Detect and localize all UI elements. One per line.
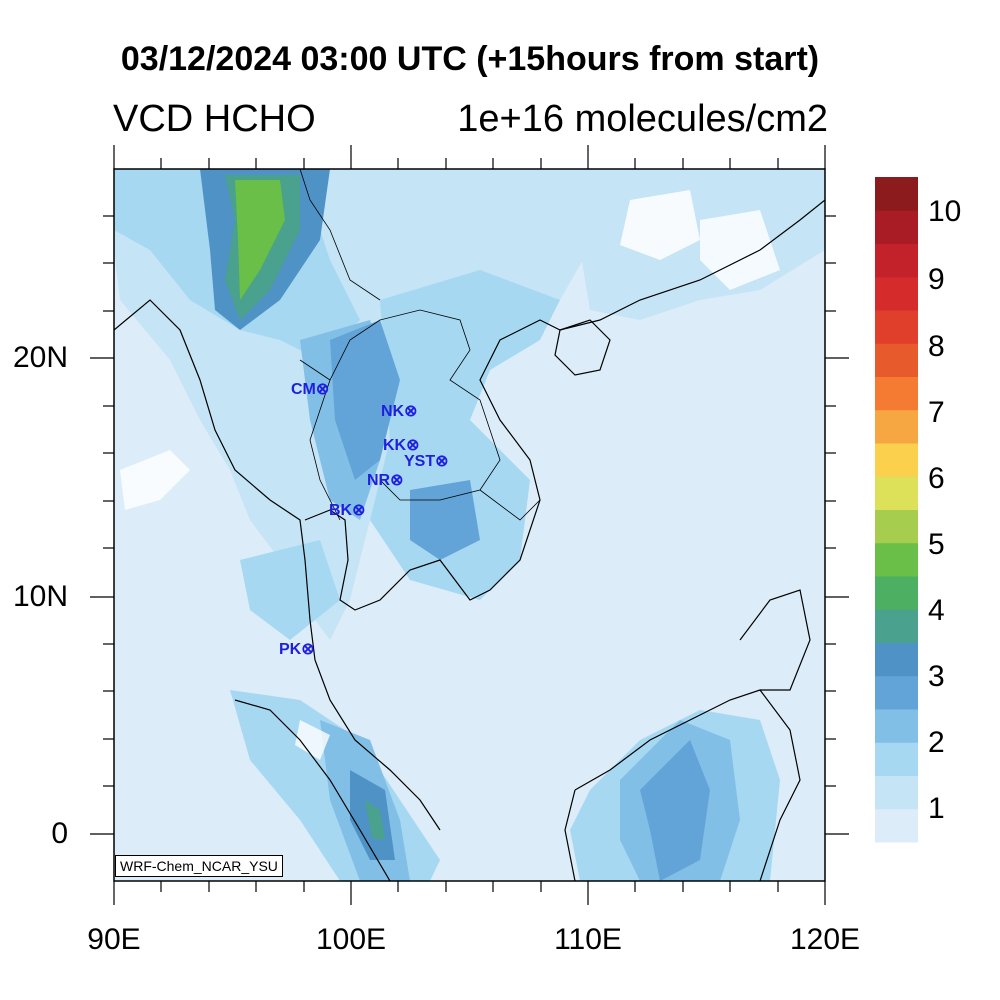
colorbar-label-8: 8 [928, 330, 945, 363]
colorbar-label-3: 3 [928, 660, 945, 693]
colorbar-swatch [875, 675, 918, 710]
colorbar-swatch [875, 509, 918, 544]
colorbar-label-7: 7 [928, 396, 945, 429]
station-nr-label: NR [367, 472, 391, 489]
station-marker-icon: ⊗ [390, 472, 404, 489]
colorbar-label-1: 1 [928, 792, 945, 825]
colorbar-swatch [875, 609, 918, 643]
map-title: 03/12/2024 03:00 UTC (+15hours from star… [120, 40, 820, 78]
colorbar-swatch [875, 210, 918, 244]
station-kk: KK⊗ [383, 435, 420, 455]
station-yst: YST⊗ [404, 451, 449, 471]
lon-label-110e: 110E [554, 923, 622, 956]
colorbar-swatch [875, 642, 918, 677]
station-marker-icon: ⊗ [406, 437, 420, 454]
colorbar-swatch [875, 276, 918, 311]
station-nr: NR⊗ [367, 470, 404, 490]
station-nk-label: NK [381, 403, 405, 420]
colorbar-swatch [875, 409, 918, 444]
lat-label-0: 0 [51, 817, 68, 850]
station-bk: BK⊗ [329, 500, 366, 520]
station-marker-icon: ⊗ [301, 641, 315, 658]
colorbar [875, 177, 918, 843]
station-pk: PK⊗ [279, 639, 315, 659]
colorbar-swatch [875, 376, 918, 411]
axis-ticks [90, 145, 849, 905]
colorbar-swatch [875, 443, 918, 477]
station-cm: CM⊗ [291, 379, 329, 399]
lon-label-90e: 90E [87, 923, 141, 956]
colorbar-label-6: 6 [928, 462, 945, 495]
station-bk-label: BK [329, 502, 353, 519]
variable-label: VCD HCHO [113, 98, 316, 140]
colorbar-label-5: 5 [928, 528, 945, 561]
station-marker-icon: ⊗ [352, 502, 366, 519]
station-cm-label: CM [291, 381, 316, 398]
colorbar-swatch [875, 709, 918, 743]
station-marker-icon: ⊗ [435, 453, 449, 470]
colorbar-swatch [875, 343, 918, 377]
station-marker-icon: ⊗ [315, 381, 330, 398]
lon-label-100e: 100E [315, 923, 387, 956]
concentration-field [114, 169, 825, 881]
colorbar-label-10: 10 [928, 195, 962, 228]
station-pk-label: PK [279, 641, 302, 658]
colorbar-label-4: 4 [928, 594, 945, 627]
country-borders [299, 169, 541, 521]
colorbar-swatch [875, 808, 918, 843]
colorbar-swatch [875, 177, 918, 211]
station-kk-label: KK [383, 437, 407, 454]
colorbar-swatch [875, 742, 918, 776]
colorbar-swatch [875, 576, 918, 610]
model-tag: WRF-Chem_NCAR_YSU [115, 855, 283, 877]
colorbar-label-9: 9 [928, 263, 945, 296]
colorbar-swatch [875, 243, 918, 278]
lon-label-120e: 120E [789, 923, 861, 956]
colorbar-swatch [875, 310, 918, 344]
station-marker-icon: ⊗ [404, 403, 418, 420]
units-label: 1e+16 molecules/cm2 [457, 98, 828, 140]
lat-label-20n: 20N [12, 341, 68, 374]
lat-label-10n: 10N [12, 580, 68, 613]
colorbar-swatch [875, 476, 918, 510]
station-yst-label: YST [404, 453, 436, 470]
colorbar-swatch [875, 542, 918, 577]
station-nk: NK⊗ [381, 401, 418, 421]
map-frame [113, 168, 826, 882]
colorbar-swatch [875, 775, 918, 810]
colorbar-label-2: 2 [928, 726, 945, 759]
